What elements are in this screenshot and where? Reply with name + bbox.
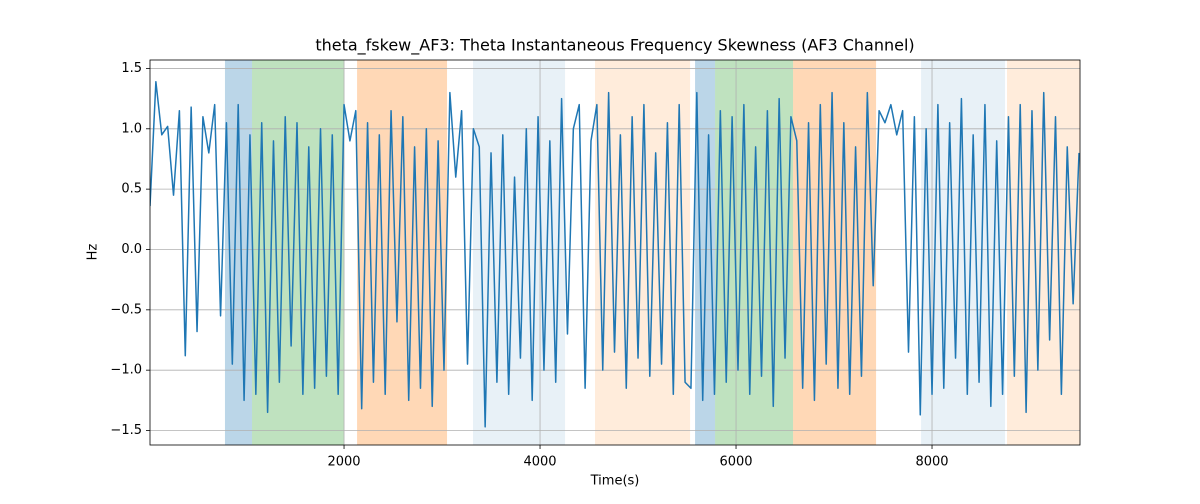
shaded-span	[695, 60, 716, 445]
y-tick-label: −1.0	[110, 363, 142, 378]
span-layer	[224, 60, 1080, 445]
plot-layer	[150, 80, 1080, 428]
y-tick-label: −0.5	[110, 302, 142, 317]
y-tick-label: 1.0	[121, 121, 142, 136]
x-tick-label: 4000	[523, 455, 556, 470]
y-axis-label: Hz	[86, 244, 101, 261]
x-axis-label: Time(s)	[590, 474, 640, 489]
shaded-span	[715, 60, 794, 445]
y-tick-label: 1.5	[121, 61, 142, 76]
chart-title: theta_fskew_AF3: Theta Instantaneous Fre…	[315, 36, 914, 56]
plot-frame	[149, 59, 1081, 446]
y-tick-label: 0.0	[121, 242, 142, 257]
shaded-span	[252, 60, 345, 445]
y-tick-label: −1.5	[110, 423, 142, 438]
y-tick-label: 0.5	[121, 182, 142, 197]
shaded-span	[473, 60, 566, 445]
x-tick-label: 2000	[327, 455, 360, 470]
x-tick-label: 8000	[915, 455, 948, 470]
data-line	[150, 80, 1080, 428]
x-tick-label: 6000	[719, 455, 752, 470]
axis-layer: 2000 4000 6000 8000 −1.5 −1.0 −0.5 0.0 0.5 1.0 1.5	[110, 61, 948, 470]
shaded-span	[921, 60, 1006, 445]
